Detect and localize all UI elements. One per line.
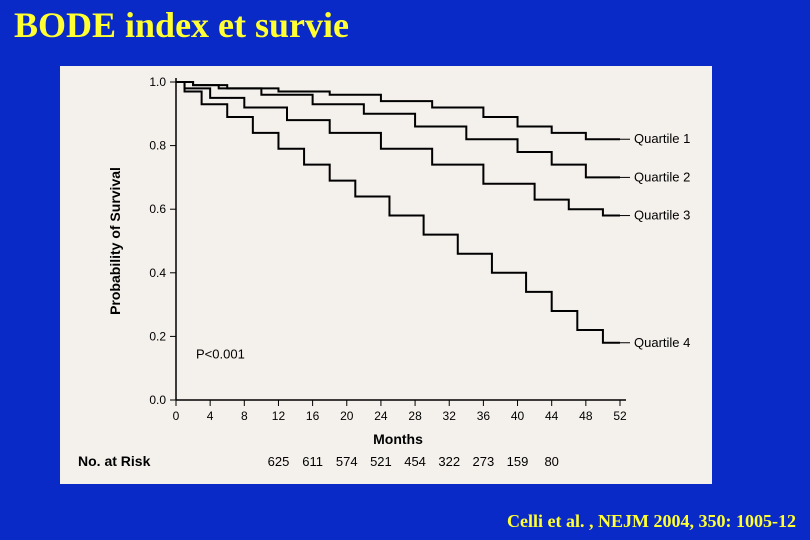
- svg-text:Quartile 2: Quartile 2: [634, 169, 690, 184]
- svg-text:16: 16: [306, 409, 320, 423]
- svg-text:1.0: 1.0: [149, 75, 166, 89]
- svg-text:No. at Risk: No. at Risk: [78, 453, 151, 469]
- svg-text:521: 521: [370, 454, 392, 469]
- svg-text:48: 48: [579, 409, 593, 423]
- svg-text:Quartile 3: Quartile 3: [634, 208, 690, 223]
- svg-text:625: 625: [268, 454, 290, 469]
- svg-text:273: 273: [473, 454, 495, 469]
- svg-text:159: 159: [507, 454, 529, 469]
- chart-panel: 0.00.20.40.60.81.00481216202428323640444…: [60, 66, 712, 484]
- svg-text:24: 24: [374, 409, 388, 423]
- svg-text:0.6: 0.6: [149, 202, 166, 216]
- svg-text:0.2: 0.2: [149, 329, 166, 343]
- svg-text:8: 8: [241, 409, 248, 423]
- svg-text:0: 0: [173, 409, 180, 423]
- slide-title: BODE index et survie: [14, 4, 349, 46]
- svg-text:52: 52: [613, 409, 627, 423]
- svg-text:36: 36: [477, 409, 491, 423]
- km-plot: 0.00.20.40.60.81.00481216202428323640444…: [60, 66, 712, 484]
- svg-text:574: 574: [336, 454, 358, 469]
- svg-text:P<0.001: P<0.001: [196, 347, 245, 362]
- svg-text:12: 12: [272, 409, 286, 423]
- svg-text:0.0: 0.0: [149, 393, 166, 407]
- svg-text:Probability of Survival: Probability of Survival: [107, 167, 123, 315]
- svg-text:32: 32: [443, 409, 457, 423]
- svg-text:Quartile 1: Quartile 1: [634, 131, 690, 146]
- svg-text:Months: Months: [373, 431, 423, 447]
- svg-text:4: 4: [207, 409, 214, 423]
- svg-text:Quartile 4: Quartile 4: [634, 335, 690, 350]
- svg-text:322: 322: [438, 454, 460, 469]
- svg-text:0.4: 0.4: [149, 266, 166, 280]
- svg-text:40: 40: [511, 409, 525, 423]
- svg-text:28: 28: [408, 409, 422, 423]
- svg-text:0.8: 0.8: [149, 139, 166, 153]
- svg-text:611: 611: [302, 454, 323, 469]
- svg-text:454: 454: [404, 454, 426, 469]
- svg-text:44: 44: [545, 409, 559, 423]
- svg-text:80: 80: [544, 454, 558, 469]
- svg-text:20: 20: [340, 409, 354, 423]
- citation-text: Celli et al. , NEJM 2004, 350: 1005-12: [507, 511, 796, 532]
